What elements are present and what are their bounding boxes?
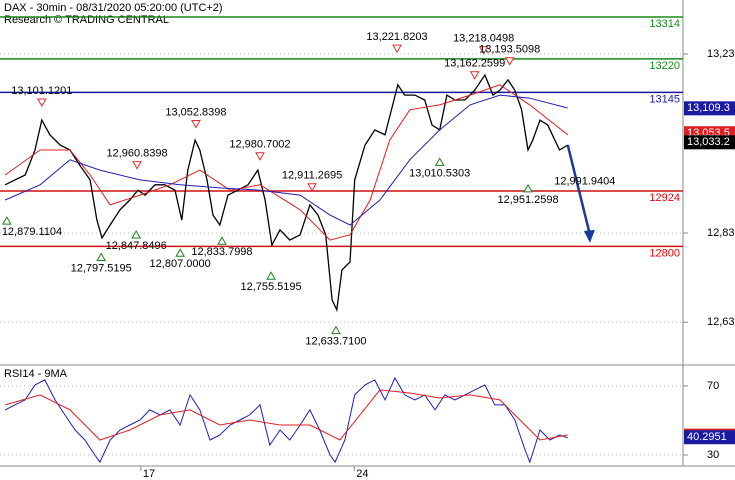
- high-label: 12,960.8398: [106, 148, 167, 160]
- y-tick-label: 70: [707, 380, 719, 392]
- low-marker: [175, 248, 186, 257]
- series-line: [4, 389, 568, 441]
- high-label: 13,221.8203: [366, 31, 427, 43]
- series-line: [4, 84, 569, 241]
- high-marker: [36, 98, 47, 107]
- high-label: 13,052.8398: [165, 106, 226, 118]
- high-marker: [469, 71, 480, 80]
- level-label: 13314: [649, 18, 680, 30]
- level-label: 13145: [649, 93, 680, 105]
- y-tick-label: 12,830: [707, 227, 735, 239]
- high-label: 13,162.2599: [444, 58, 505, 70]
- high-label: 13,101.1201: [11, 85, 72, 97]
- level-label: 12800: [649, 247, 680, 259]
- series-line: [4, 376, 568, 464]
- high-label: 12,911.2695: [282, 170, 342, 182]
- low-marker: [131, 230, 142, 239]
- high-label: 13,218.0498: [453, 33, 514, 45]
- x-tick-label: 24: [356, 468, 368, 480]
- low-label: 12,633.7100: [305, 336, 366, 348]
- arrow-head: [583, 229, 595, 243]
- low-label: 12,879.1104: [2, 226, 62, 238]
- low-marker: [96, 252, 107, 261]
- low-marker: [523, 183, 533, 193]
- low-marker: [217, 236, 227, 245]
- level-label: 13220: [649, 60, 680, 72]
- low-marker: [434, 157, 445, 166]
- high-marker: [191, 120, 201, 129]
- forecast-arrow: [566, 144, 592, 236]
- high-marker: [504, 57, 515, 66]
- low-label: 12,797.5195: [71, 262, 132, 274]
- target-label: 12,991.9404: [554, 176, 615, 188]
- high-marker: [132, 161, 142, 170]
- low-marker: [1, 216, 12, 225]
- series-line: [4, 73, 569, 313]
- x-tick-label: 17: [143, 468, 155, 480]
- series-line: [4, 94, 568, 226]
- rsi-title: RSI14 - 9MA: [4, 368, 68, 380]
- price-marker-label: 13,109.3: [687, 102, 730, 114]
- price-marker: [684, 430, 735, 445]
- low-label: 13,010.5303: [409, 167, 470, 179]
- low-marker: [266, 271, 276, 280]
- chart-title: DAX - 30min - 08/31/2020 05:20:00 (UTC+2…: [4, 2, 223, 14]
- level-label: 12924: [649, 192, 680, 204]
- high-label: 13,193.5098: [479, 44, 540, 56]
- high-marker: [255, 152, 265, 161]
- low-marker: [331, 325, 341, 335]
- high-marker: [307, 183, 317, 192]
- low-label: 12,847.8496: [106, 240, 167, 252]
- low-label: 12,951.2598: [497, 194, 558, 206]
- high-marker: [392, 44, 402, 54]
- chart-subtitle: Research © TRADING CENTRAL: [4, 14, 169, 26]
- y-tick-label: 30: [707, 449, 719, 461]
- price-marker: [684, 101, 735, 116]
- price-marker-label: 40.2951: [687, 431, 727, 443]
- high-label: 12,980.7002: [229, 139, 290, 151]
- y-tick-label: 12,630: [707, 316, 735, 328]
- price-marker: [684, 135, 735, 150]
- low-label: 12,807.0000: [150, 258, 211, 270]
- low-label: 12,833.7998: [191, 246, 252, 258]
- high-marker: [478, 46, 489, 55]
- price-marker-label: 13,033.2: [687, 136, 730, 148]
- y-tick-label: 13,231: [707, 48, 735, 60]
- low-label: 12,755.5195: [240, 281, 301, 293]
